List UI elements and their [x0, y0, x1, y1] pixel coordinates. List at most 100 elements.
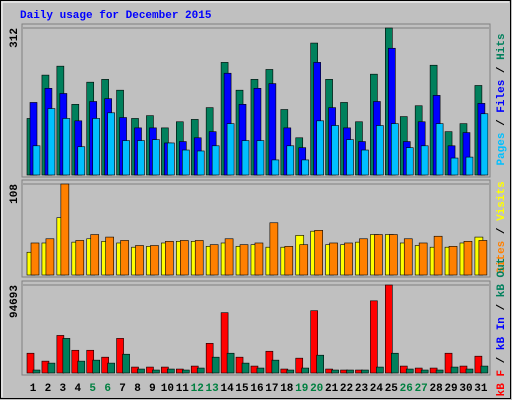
bar	[211, 145, 220, 176]
bar	[271, 159, 280, 176]
bar	[45, 238, 55, 276]
bar	[196, 367, 205, 374]
bar	[450, 157, 459, 176]
legend-entry: kB In	[496, 317, 508, 350]
bar	[418, 242, 428, 276]
bar	[346, 369, 354, 374]
bar	[30, 242, 40, 276]
bar	[331, 125, 339, 176]
y-tick-label: 312	[9, 28, 21, 48]
x-tick-label: 2	[45, 383, 52, 395]
x-tick-label: 31	[474, 383, 488, 395]
bar	[480, 365, 489, 374]
x-tick-label: 6	[104, 383, 111, 395]
bar	[226, 123, 235, 176]
x-tick-label: 5	[89, 383, 96, 395]
bar	[271, 359, 280, 374]
bar	[226, 352, 235, 374]
bar	[107, 112, 115, 176]
bar	[269, 222, 279, 276]
x-tick-label: 18	[280, 383, 294, 395]
bar	[182, 369, 190, 374]
bar	[301, 159, 310, 176]
bar	[286, 369, 295, 374]
bar	[196, 150, 205, 176]
bar	[32, 145, 41, 176]
bar	[224, 238, 234, 276]
bar	[135, 245, 144, 276]
bar	[182, 149, 190, 176]
chart-title: Daily usage for December 2015	[20, 10, 212, 22]
legend: kB F / kB In / kB Out	[496, 258, 508, 397]
bar	[286, 145, 295, 176]
bar	[62, 338, 71, 374]
bar	[376, 125, 384, 176]
legend-entry: Pages	[496, 133, 508, 166]
bar	[137, 368, 145, 374]
legend-separator: /	[496, 66, 508, 73]
bar	[361, 369, 369, 374]
legend: Sites / Visits	[496, 181, 508, 273]
bar	[433, 235, 443, 276]
bar	[465, 156, 474, 176]
x-tick-label: 4	[74, 383, 81, 395]
bar	[391, 352, 399, 374]
x-tick-label: 16	[250, 383, 263, 395]
bar	[465, 368, 474, 374]
bar	[480, 113, 489, 176]
bar	[391, 123, 399, 176]
bar	[284, 246, 294, 276]
bar	[122, 140, 130, 176]
bar	[77, 360, 86, 374]
bar	[256, 140, 265, 176]
x-tick-label: 8	[134, 383, 141, 395]
bar	[239, 244, 249, 276]
bar	[301, 367, 310, 374]
bar	[180, 240, 189, 276]
bar	[256, 367, 265, 374]
x-tick-label: 28	[430, 383, 444, 395]
bar	[137, 140, 145, 176]
bar	[316, 120, 324, 176]
bar	[478, 240, 488, 276]
bar	[92, 359, 101, 374]
bar	[474, 355, 483, 374]
bar	[241, 362, 250, 374]
panel-frame	[21, 280, 491, 376]
bar	[444, 352, 453, 374]
x-tick-label: 17	[265, 383, 278, 395]
x-tick-label: 30	[459, 383, 472, 395]
bar	[150, 245, 159, 276]
bar	[359, 238, 368, 276]
bar	[122, 353, 130, 374]
bar	[209, 244, 219, 276]
bar	[165, 240, 174, 276]
bar	[450, 366, 459, 374]
legend-entry: Sites	[496, 241, 508, 274]
bar	[220, 312, 229, 374]
legend-entry: Files	[496, 80, 508, 113]
x-tick-label: 11	[176, 383, 190, 395]
bar	[389, 234, 398, 276]
x-tick-label: 26	[400, 383, 413, 395]
x-tick-label: 12	[191, 383, 204, 395]
bar	[60, 183, 70, 276]
x-tick-label: 9	[149, 383, 156, 395]
bar	[385, 284, 393, 374]
bar	[75, 240, 85, 276]
legend: Pages / Files / Hits	[496, 33, 508, 165]
x-tick-label: 13	[206, 383, 220, 395]
x-tick-label: 3	[60, 383, 67, 395]
legend-entry: kB F	[496, 370, 508, 396]
bar	[77, 146, 86, 176]
bar	[403, 238, 413, 276]
bar	[463, 240, 473, 276]
legend-separator: /	[496, 356, 508, 363]
bar	[194, 240, 204, 276]
legend-entry: kB Out	[496, 258, 508, 298]
x-tick-label: 29	[444, 383, 457, 395]
bar	[376, 366, 384, 374]
